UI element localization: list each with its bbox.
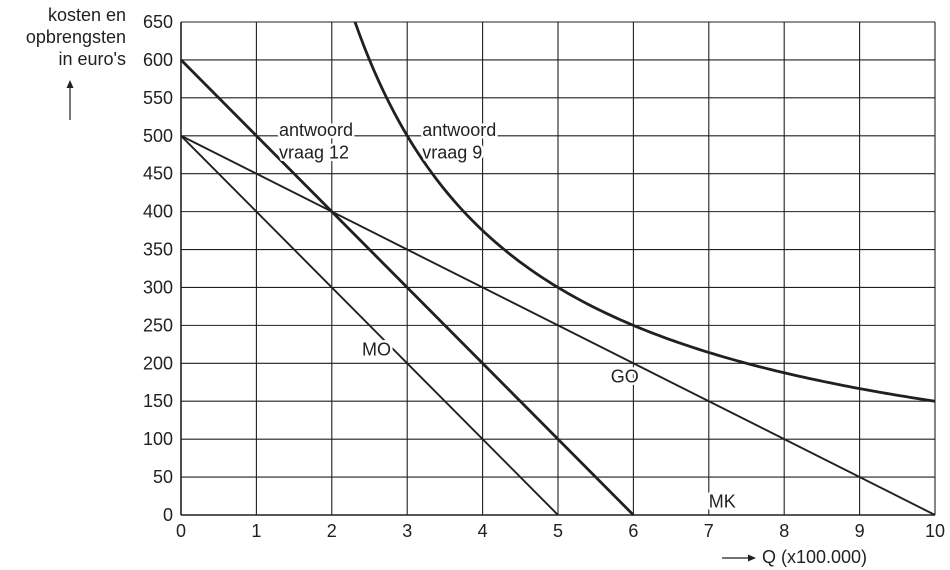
y-tick-label: 550 <box>143 88 173 108</box>
annotation-label: antwoord <box>279 120 353 140</box>
annotation-label: antwoord <box>422 120 496 140</box>
y-axis-label-line-3: in euro's <box>58 49 126 69</box>
annotation-label: vraag 12 <box>279 143 349 163</box>
y-tick-label: 50 <box>153 467 173 487</box>
annotation-label: MO <box>362 340 391 360</box>
x-axis-label-text: Q (x100.000) <box>762 547 868 567</box>
x-tick-label: 0 <box>176 521 186 541</box>
series-line-antwoord-vraag-9 <box>353 21 936 403</box>
y-tick-label: 500 <box>143 126 173 146</box>
annotation-label: GO <box>611 366 639 386</box>
x-tick-label: 9 <box>855 521 865 541</box>
x-tick-label: 3 <box>402 521 412 541</box>
y-tick-label: 350 <box>143 240 173 260</box>
y-tick-label: 100 <box>143 429 173 449</box>
x-axis-arrow-icon <box>722 554 756 562</box>
series-line-antwoord-vraag-12 <box>180 58 635 516</box>
y-axis-arrow-icon <box>66 80 74 120</box>
chart-tick-labels: 0 50 100 150 200 250 300 350 400 450 500 550 600 650 0… <box>143 12 945 541</box>
series-line-go <box>180 134 936 516</box>
x-axis-label: Q (x100.000) <box>722 545 950 569</box>
x-tick-label: 2 <box>327 521 337 541</box>
annotation-label: MK <box>709 491 736 511</box>
annotation-label: vraag 9 <box>422 143 482 163</box>
x-tick-label: 6 <box>628 521 638 541</box>
y-tick-label: 250 <box>143 315 173 335</box>
y-axis-label-line-1: kosten en <box>47 5 126 25</box>
x-tick-label: 5 <box>553 521 563 541</box>
chart-annotations: antwoord vraag 12 antwoord vraag 9 MO GO MK <box>277 117 739 514</box>
y-tick-label: 300 <box>143 277 173 297</box>
y-axis-label: kosten en opbrengsten in euro's <box>0 4 126 70</box>
x-tick-label: 7 <box>704 521 714 541</box>
y-tick-label: 400 <box>143 202 173 222</box>
x-tick-label: 1 <box>251 521 261 541</box>
y-tick-label: 200 <box>143 353 173 373</box>
y-tick-label: 450 <box>143 164 173 184</box>
y-tick-label: 650 <box>143 12 173 32</box>
y-tick-label: 600 <box>143 50 173 70</box>
y-axis-label-line-2: opbrengsten <box>25 27 126 47</box>
x-tick-label: 4 <box>478 521 488 541</box>
chart-series <box>180 21 936 516</box>
y-tick-label: 150 <box>143 391 173 411</box>
x-tick-label: 10 <box>925 521 945 541</box>
series-line-mo <box>180 135 559 516</box>
y-tick-label: 0 <box>163 505 173 525</box>
x-tick-label: 8 <box>779 521 789 541</box>
